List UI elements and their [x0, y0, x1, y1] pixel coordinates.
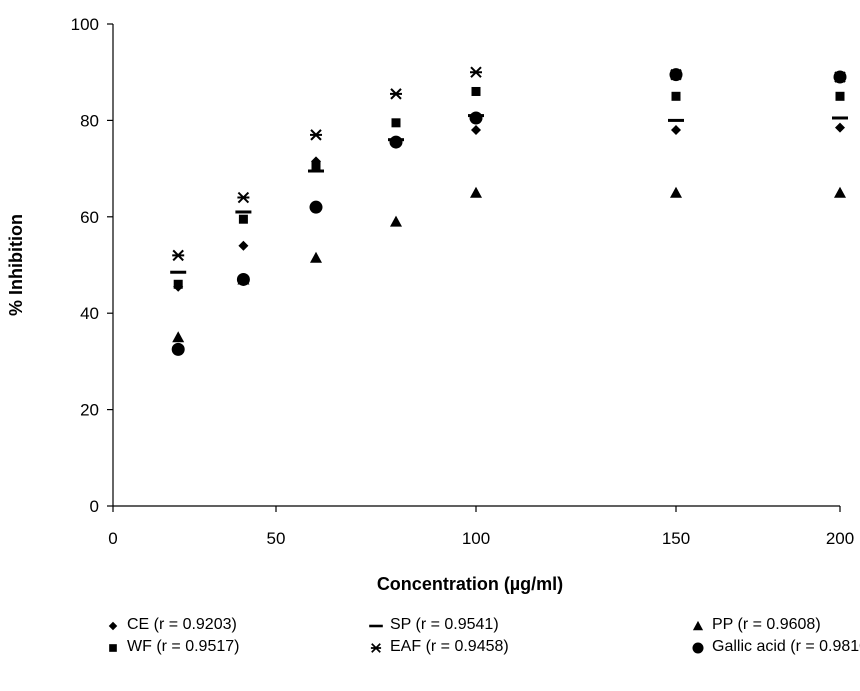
ticks: 0 20 40 60 80 100 0 50 100 150 200 [71, 15, 855, 548]
legend-item-square: WF (r = 0.9517) [105, 638, 239, 656]
data-point-triangle [470, 186, 482, 198]
x-tick-label: 200 [826, 529, 854, 548]
legend-label: EAF (r = 0.9458) [390, 638, 509, 655]
x-tick-label: 100 [462, 529, 490, 548]
y-tick-label: 60 [80, 208, 99, 227]
y-tick-label: 40 [80, 304, 99, 323]
data-point-square [835, 91, 845, 101]
axes [112, 24, 840, 507]
data-point-square [173, 279, 183, 289]
x-tick-label: 0 [108, 529, 117, 548]
y-tick-label: 80 [80, 111, 99, 130]
legend-label: CE (r = 0.9203) [127, 616, 237, 633]
data-point-dash [668, 118, 684, 122]
data-point-circle [469, 111, 483, 125]
data-point-triangle [172, 331, 185, 343]
data-point-diamond [835, 122, 845, 133]
x-axis-title: Concentration (µg/ml) [377, 574, 563, 594]
data-point-circle [236, 272, 250, 286]
series-dash [170, 114, 848, 274]
data-point-dash [235, 210, 252, 214]
legend-symbol-circle [692, 642, 704, 654]
data-point-triangle [670, 186, 682, 198]
data-point-star [172, 249, 185, 262]
legend-symbol-dash [369, 624, 383, 628]
data-point-triangle [834, 186, 846, 198]
data-point-star [390, 88, 402, 100]
legend-item-dash: SP (r = 0.9541) [368, 616, 499, 634]
data-point-dash [308, 169, 324, 173]
data-point-triangle [390, 215, 402, 227]
data-point-square [671, 91, 681, 101]
series-circle [171, 68, 847, 356]
data-point-star [237, 191, 250, 204]
data-point-triangle [310, 251, 322, 263]
data-point-star [470, 66, 482, 78]
legend-marker-triangle [692, 620, 704, 631]
data-point-diamond [471, 125, 481, 136]
data-point-diamond [671, 125, 681, 136]
y-tick-label: 0 [90, 497, 99, 516]
legend-marker-diamond [108, 621, 118, 631]
data-point-dash [832, 116, 848, 120]
data-points [170, 66, 848, 356]
legend-marker-dash [369, 624, 383, 628]
data-point-circle [171, 342, 185, 356]
legend-item-diamond: CE (r = 0.9203) [105, 616, 237, 634]
data-point-diamond [238, 240, 249, 251]
legend-symbol-triangle [692, 620, 704, 631]
data-point-circle [389, 135, 403, 149]
legend-symbol-diamond [108, 621, 118, 631]
series-square [173, 86, 845, 289]
data-point-square [471, 86, 481, 96]
legend-item-circle: Gallic acid (r = 0.9810) [690, 638, 860, 656]
legend-label: SP (r = 0.9541) [390, 616, 499, 633]
y-tick-label: 100 [71, 15, 99, 34]
y-tick-label: 20 [80, 401, 99, 420]
data-point-square [391, 118, 401, 128]
data-point-star [310, 129, 322, 141]
data-point-square [238, 214, 248, 224]
data-point-circle [669, 68, 683, 82]
legend-symbol-square [109, 644, 117, 652]
y-axis-title: % Inhibition [6, 214, 26, 316]
legend-marker-circle [692, 642, 704, 654]
data-point-circle [833, 70, 847, 84]
legend-marker-star [370, 643, 382, 653]
legend-label: WF (r = 0.9517) [127, 638, 240, 655]
legend-label: PP (r = 0.9608) [712, 616, 821, 633]
series-diamond [173, 122, 845, 292]
data-point-square [311, 161, 321, 171]
legend-item-star: EAF (r = 0.9458) [368, 638, 509, 656]
series-triangle [172, 186, 846, 343]
legend-marker-square [109, 644, 117, 652]
x-tick-label: 50 [267, 529, 286, 548]
data-point-dash [170, 270, 187, 274]
legend-item-triangle: PP (r = 0.9608) [690, 616, 821, 634]
data-point-circle [309, 200, 323, 214]
series-star [172, 66, 846, 262]
x-tick-label: 150 [662, 529, 690, 548]
legend-label: Gallic acid (r = 0.9810) [712, 638, 860, 655]
legend-symbol-star [370, 643, 382, 653]
